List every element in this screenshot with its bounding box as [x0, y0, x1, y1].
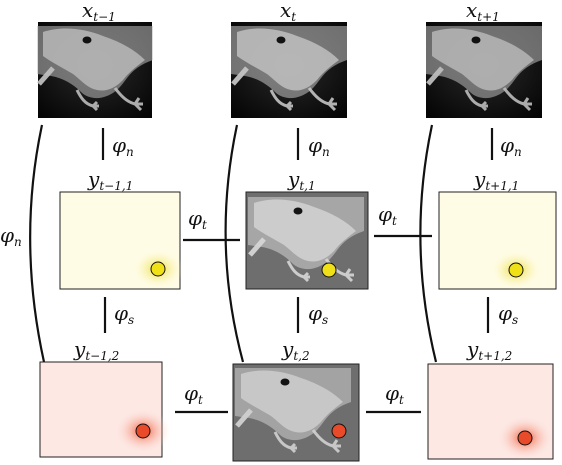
- label-y2-next: yt+1,2: [466, 337, 512, 363]
- edge-x-next-to-y2-next: [420, 125, 436, 362]
- label-y1-cur: yt,1: [287, 167, 316, 193]
- label-phi-t-row1-left: φt: [188, 206, 207, 232]
- label-phi-t-row1-right: φt: [378, 202, 397, 228]
- label-y2-cur: yt,2: [281, 337, 310, 363]
- belief-1-marker: [151, 262, 165, 276]
- label-phi-t-row2-right: φt: [385, 381, 404, 407]
- label-phi-n-long: φn: [0, 223, 22, 249]
- label-y2-prev: yt−1,2: [73, 337, 119, 363]
- belief-2-marker: [136, 424, 150, 438]
- label-phi-n-x-prev: φn: [112, 133, 134, 159]
- overlay-frame-y2-cur: [233, 364, 359, 461]
- label-x-cur: xt: [280, 0, 296, 24]
- observed-frame-x-next: [426, 22, 542, 118]
- observed-frame-x-prev: [37, 22, 153, 118]
- belief-1-marker: [509, 263, 523, 277]
- label-phi-s-cur: φs: [308, 301, 328, 327]
- label-x-next: xt+1: [466, 0, 500, 24]
- label-phi-s-next: φs: [498, 301, 518, 327]
- belief-map-y2-next: [428, 364, 553, 460]
- observed-frame-x-cur: [231, 22, 347, 118]
- belief-1-marker: [322, 263, 336, 277]
- edge-x-prev-to-y2-prev: [30, 125, 44, 362]
- label-phi-t-row2-left: φt: [184, 381, 203, 407]
- belief-2-marker: [332, 424, 346, 438]
- belief-2-marker: [518, 431, 532, 445]
- edge-x-cur-to-y2-cur: [226, 125, 243, 362]
- label-y1-next: yt+1,1: [473, 167, 519, 193]
- belief-map-y1-prev: [60, 192, 184, 289]
- label-y1-prev: yt−1,1: [87, 167, 133, 193]
- overlay-frame-y1-cur: [246, 192, 368, 289]
- label-x-prev: xt−1: [82, 0, 116, 24]
- label-phi-n-x-next: φn: [500, 133, 522, 159]
- label-phi-n-x-cur: φn: [308, 133, 330, 159]
- belief-map-y2-prev: [40, 362, 171, 457]
- belief-map-y1-next: [439, 192, 556, 290]
- label-phi-s-prev: φs: [114, 301, 134, 327]
